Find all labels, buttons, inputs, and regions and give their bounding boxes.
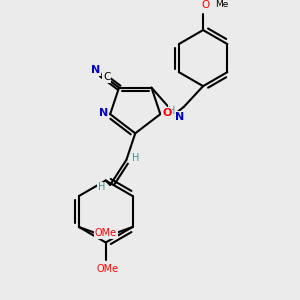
Text: H: H bbox=[168, 106, 176, 116]
Text: C: C bbox=[103, 72, 110, 82]
Text: N: N bbox=[99, 108, 108, 118]
Text: H: H bbox=[132, 152, 140, 163]
Text: N: N bbox=[176, 112, 185, 122]
Text: OMe: OMe bbox=[95, 229, 117, 238]
Text: OMe: OMe bbox=[96, 264, 118, 274]
Text: H: H bbox=[98, 182, 105, 192]
Text: O: O bbox=[162, 108, 172, 118]
Text: OMe: OMe bbox=[94, 229, 116, 238]
Text: Me: Me bbox=[215, 0, 229, 9]
Text: N: N bbox=[91, 65, 100, 75]
Text: O: O bbox=[201, 0, 210, 10]
